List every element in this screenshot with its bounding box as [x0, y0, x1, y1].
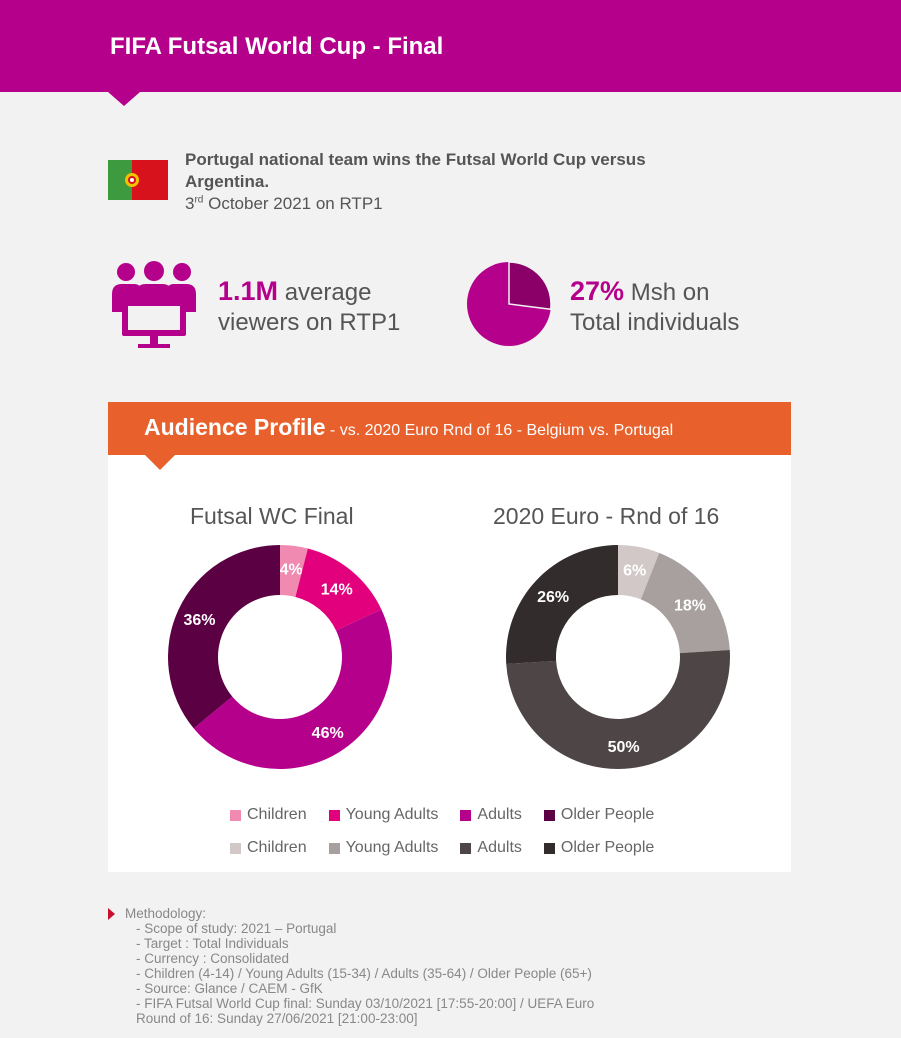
legend-swatch	[230, 842, 241, 854]
chart-title-futsal: Futsal WC Final	[190, 503, 354, 529]
chart-title-euro: 2020 Euro - Rnd of 16	[493, 503, 720, 529]
donut-slice-children	[280, 545, 308, 597]
donut-slice-adults	[193, 609, 392, 769]
legend-label: Children	[247, 839, 307, 856]
donut-slice-older-people	[168, 545, 280, 729]
profile-subtitle: - vs. 2020 Euro Rnd of 16 - Belgium vs. …	[325, 422, 674, 439]
legend-swatch	[328, 809, 340, 821]
profile-title: Audience Profile	[144, 414, 326, 440]
methodology-item: - Currency : Consolidated	[136, 951, 290, 966]
viewers-value: 1.1M	[218, 276, 279, 306]
legend-label: Adults	[477, 839, 522, 856]
viewers-kpi: 1.1M average viewers on RTP1	[218, 276, 401, 336]
legend-swatch	[543, 842, 555, 854]
legend-item: Adults	[460, 806, 522, 824]
audience-profile-banner: Audience Profile - vs. 2020 Euro Rnd of …	[108, 402, 791, 455]
donut-data-label: 6%	[623, 563, 646, 580]
methodology-item: - Source: Glance / CAEM - GfK	[136, 981, 323, 996]
legend-item: Young Adults	[328, 806, 439, 824]
donut-data-label: 46%	[312, 725, 344, 742]
methodology: Methodology: - Scope of study: 2021 – Po…	[108, 906, 594, 1026]
legend-swatch	[230, 809, 241, 821]
legend-euro: Children Young Adults Adults Older People	[230, 839, 676, 857]
legend-item: Adults	[460, 839, 522, 857]
donut-slice-adults	[506, 649, 730, 769]
methodology-item: - Target : Total Individuals	[136, 936, 289, 951]
legend-label: Young Adults	[345, 806, 439, 823]
legend-item: Children	[230, 806, 307, 824]
legend-label: Older People	[560, 839, 655, 856]
donut-slice-children	[618, 545, 660, 600]
donut-chart-futsal: 4% 14% 46% 36%	[168, 545, 392, 769]
donut-data-label: 26%	[537, 589, 569, 606]
share-pie-slice	[508, 261, 552, 311]
profile-arrow	[145, 455, 175, 470]
donut-data-label: 36%	[183, 612, 215, 629]
methodology-item: - FIFA Futsal World Cup final: Sunday 03…	[136, 996, 595, 1011]
donut-data-label: 50%	[608, 739, 640, 756]
legend-label: Young Adults	[345, 839, 439, 856]
share-value: 27%	[570, 276, 625, 306]
donut-chart-euro: 6% 18% 50% 26%	[506, 545, 730, 769]
donut-data-label: 18%	[674, 598, 706, 615]
legend-item: Older People	[543, 839, 655, 857]
legend-swatch	[328, 842, 340, 854]
bullet-arrow-icon	[108, 908, 115, 920]
donut-data-label: 4%	[280, 562, 303, 579]
legend-label: Adults	[477, 806, 522, 823]
donut-slice-young-adults	[640, 552, 730, 654]
donut-data-label: 14%	[321, 581, 353, 598]
legend-item: Young Adults	[328, 839, 439, 857]
legend-futsal: Children Young Adults Adults Older People	[230, 806, 676, 824]
legend-item: Older People	[543, 806, 655, 824]
methodology-item: Round of 16: Sunday 27/06/2021 [21:00-23…	[136, 1011, 418, 1026]
donut-slice-young-adults	[295, 548, 382, 631]
methodology-list: - Scope of study: 2021 – Portugal - Targe…	[136, 921, 594, 1026]
header-banner: FIFA Futsal World Cup - Final	[0, 0, 901, 92]
header-arrow	[108, 92, 140, 106]
broadcast-date: 3rd October 2021 on RTP1	[185, 194, 383, 213]
donut-slice-older-people	[506, 545, 618, 665]
legend-label: Older People	[560, 806, 655, 823]
legend-label: Children	[247, 806, 307, 823]
methodology-title: Methodology:	[125, 906, 207, 921]
methodology-item: - Children (4-14) / Young Adults (15-34)…	[136, 966, 592, 981]
legend-swatch	[460, 809, 472, 821]
legend-swatch	[460, 842, 472, 854]
methodology-item: - Scope of study: 2021 – Portugal	[136, 921, 337, 936]
share-pie-icon	[467, 261, 552, 346]
audience-card: Futsal WC Final 2020 Euro - Rnd of 16 4%…	[108, 455, 791, 872]
legend-item: Children	[230, 839, 307, 857]
share-kpi: 27% Msh on Total individuals	[570, 276, 740, 336]
headline: Portugal national team wins the Futsal W…	[185, 150, 646, 191]
legend-swatch	[543, 809, 555, 821]
portugal-flag-icon	[108, 160, 168, 200]
viewers-icon	[112, 261, 196, 348]
page-title: FIFA Futsal World Cup - Final	[110, 33, 444, 60]
